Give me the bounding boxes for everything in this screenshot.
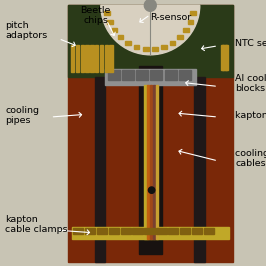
Bar [81, 45, 84, 72]
Bar [144, 85, 147, 239]
Bar [194, 77, 205, 262]
Bar [168, 228, 178, 234]
Text: kapton
cable clamps: kapton cable clamps [5, 215, 68, 234]
Bar [107, 20, 113, 24]
Bar [107, 70, 120, 80]
Bar [95, 45, 98, 72]
Bar [150, 70, 163, 80]
Bar [153, 85, 155, 239]
Bar [85, 228, 95, 234]
Bar [188, 20, 193, 24]
Bar [122, 70, 134, 80]
Bar [150, 85, 152, 239]
Bar [100, 45, 103, 72]
Bar [68, 5, 233, 262]
Text: NTC sensors: NTC sensors [235, 39, 266, 48]
Bar [139, 66, 162, 254]
Bar [177, 35, 183, 39]
Bar [109, 45, 113, 72]
Text: R-sensor: R-sensor [150, 13, 192, 22]
Bar [134, 45, 139, 49]
Bar [132, 228, 143, 234]
Bar [118, 35, 123, 39]
Bar [95, 77, 105, 262]
Text: Beetle
chips: Beetle chips [81, 6, 111, 25]
Bar [190, 11, 196, 15]
Circle shape [148, 187, 155, 193]
Bar [72, 227, 229, 239]
Text: pitch
adaptors: pitch adaptors [5, 21, 48, 40]
Bar [111, 28, 117, 32]
Bar [226, 45, 228, 70]
Bar [144, 228, 155, 234]
Wedge shape [144, 0, 156, 11]
Bar [222, 45, 224, 70]
Bar [90, 45, 94, 72]
Bar [125, 41, 131, 45]
Text: cooling sensor
cables: cooling sensor cables [235, 149, 266, 168]
Bar [225, 45, 227, 70]
Bar [76, 45, 79, 72]
Bar [170, 41, 176, 45]
Bar [164, 70, 177, 80]
Bar [68, 5, 233, 77]
Bar [161, 45, 167, 49]
Bar [97, 228, 107, 234]
Wedge shape [101, 5, 200, 55]
Bar [223, 45, 226, 70]
Bar [152, 47, 158, 51]
Bar [105, 11, 110, 15]
Bar [73, 228, 84, 234]
Text: kapton cables: kapton cables [235, 111, 266, 120]
Bar [192, 228, 202, 234]
Bar [156, 228, 167, 234]
Bar [109, 228, 119, 234]
Text: cooling
pipes: cooling pipes [5, 106, 39, 125]
Bar [105, 69, 196, 85]
Bar [71, 45, 74, 72]
Bar [120, 228, 131, 234]
Bar [143, 47, 148, 51]
Bar [221, 45, 223, 70]
Bar [136, 70, 148, 80]
Text: Al cooling
blocks: Al cooling blocks [235, 74, 266, 93]
Bar [156, 85, 158, 239]
Bar [179, 70, 191, 80]
Bar [204, 228, 214, 234]
Bar [147, 85, 149, 239]
Bar [105, 45, 108, 72]
Bar [85, 45, 89, 72]
Bar [183, 28, 189, 32]
Bar [180, 228, 190, 234]
